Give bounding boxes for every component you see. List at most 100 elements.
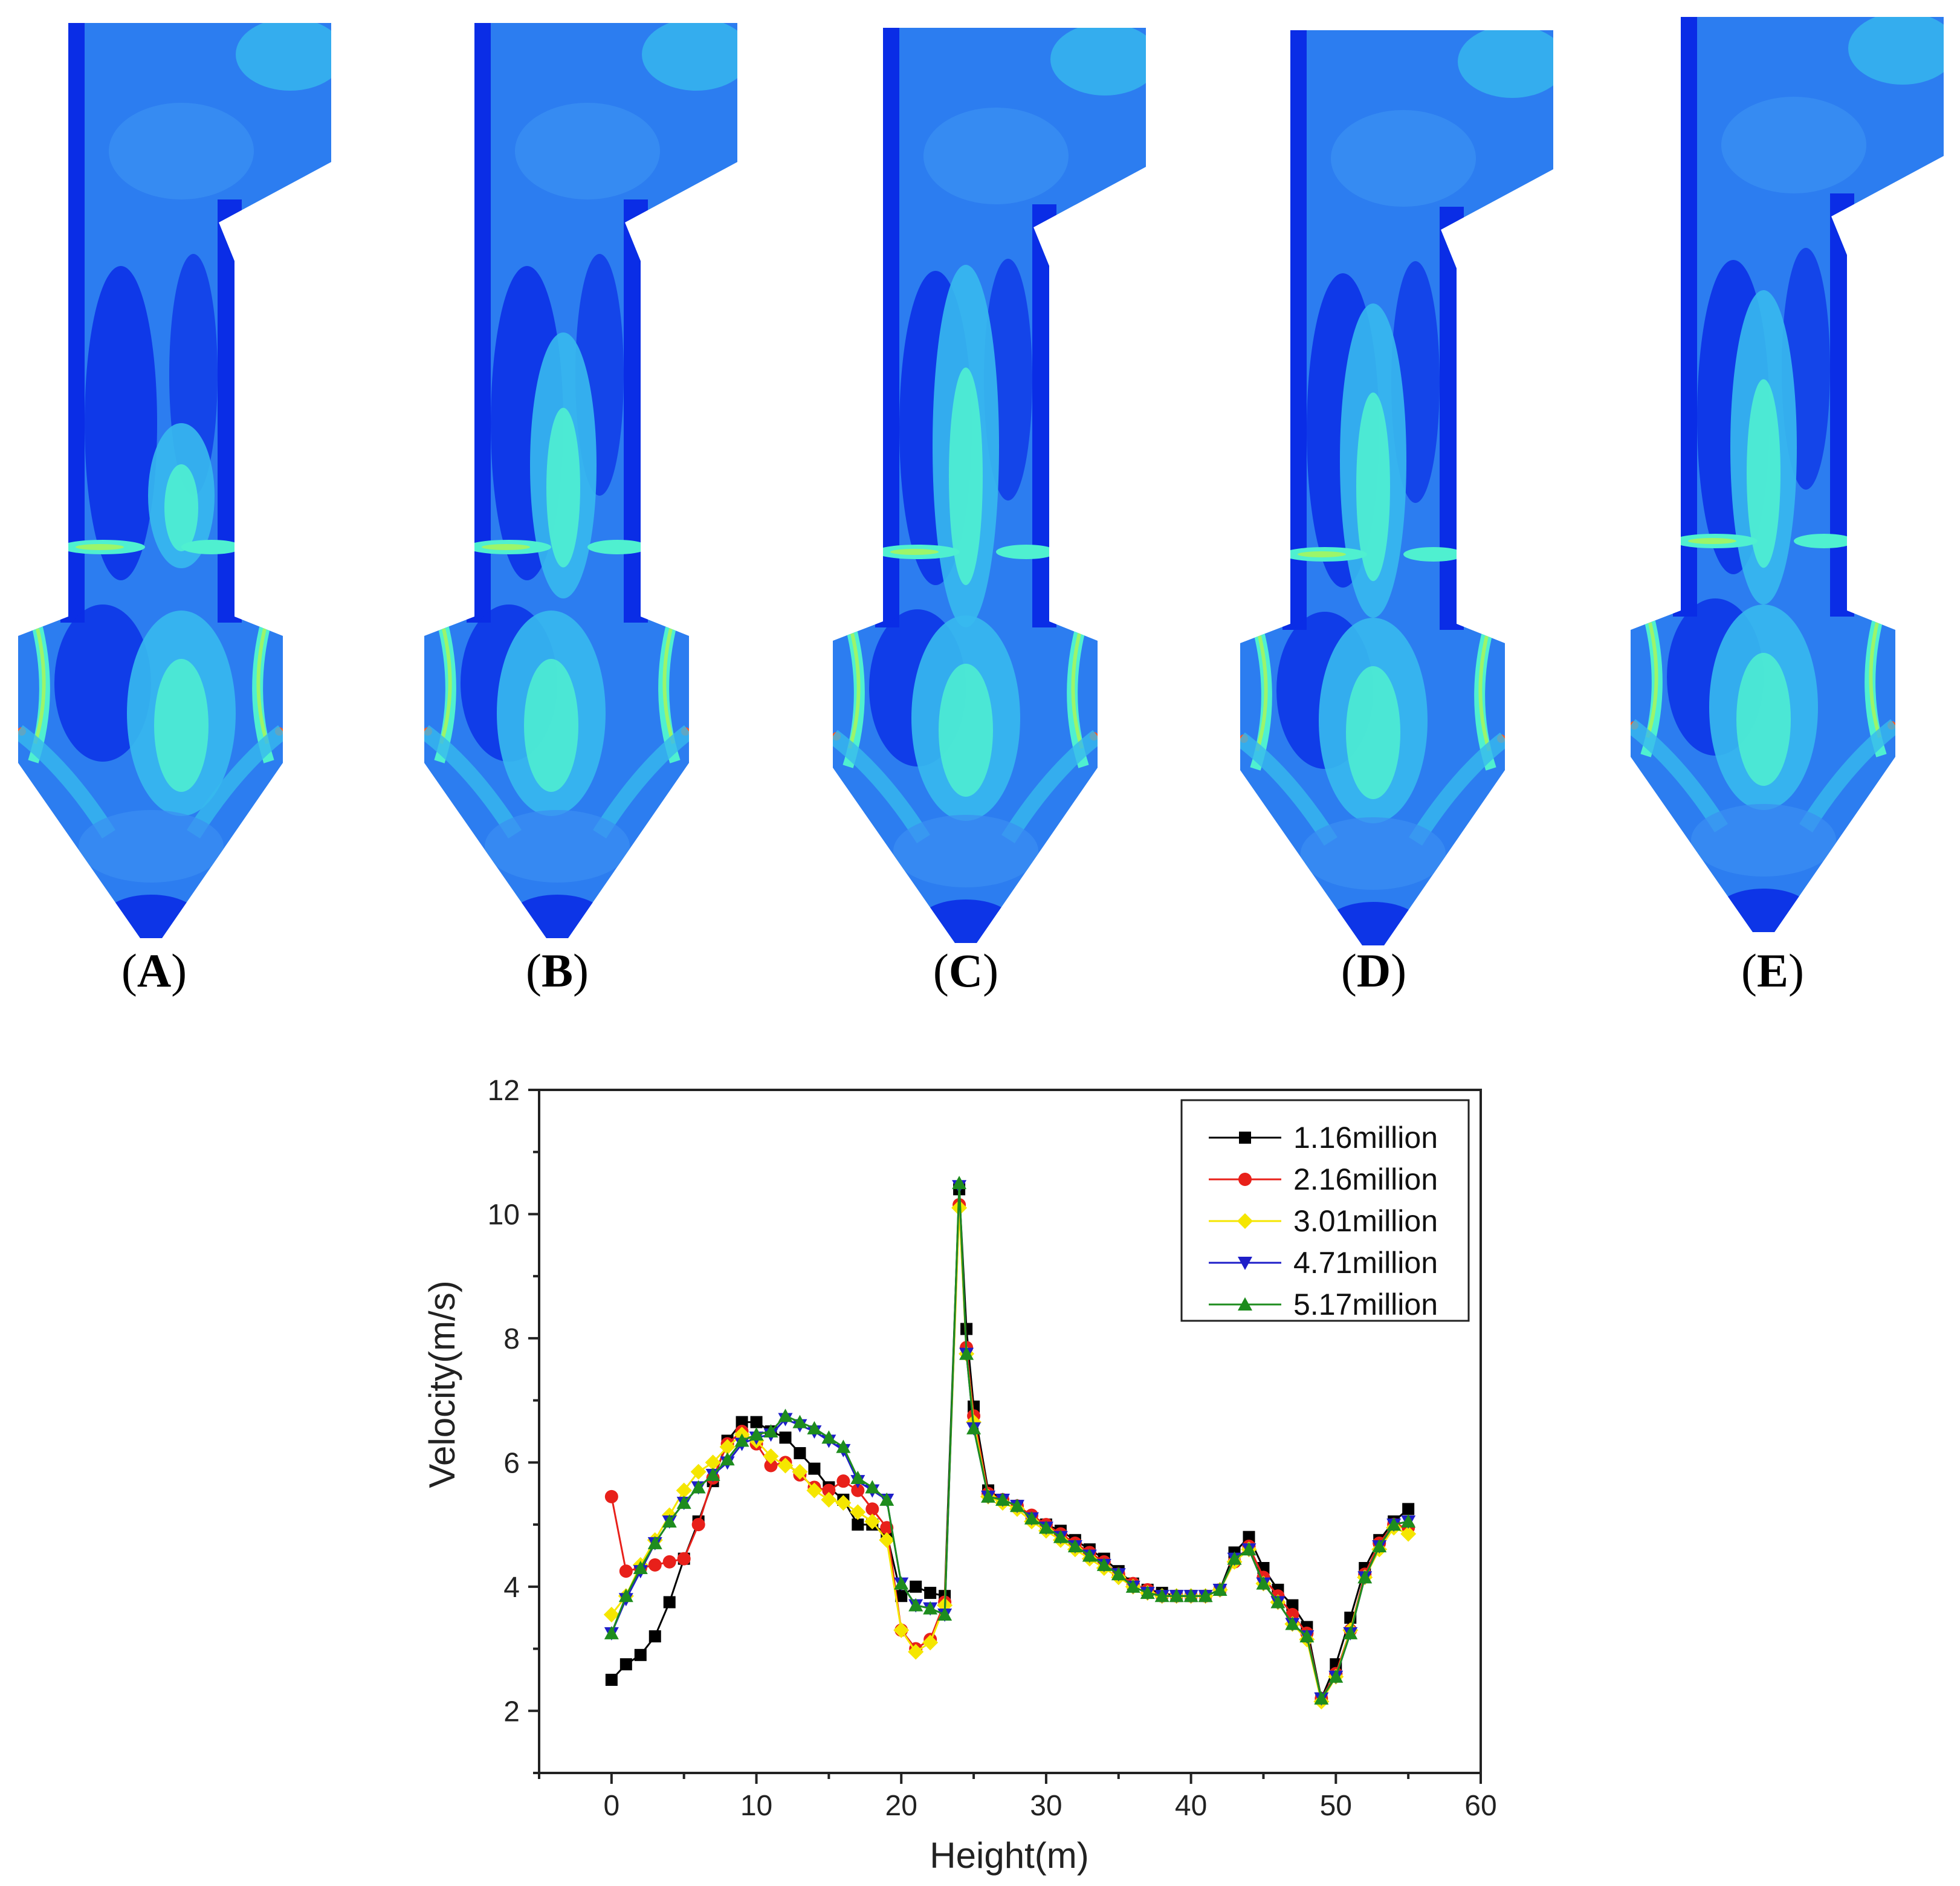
data-point bbox=[937, 1607, 953, 1621]
legend-marker bbox=[1238, 1297, 1252, 1311]
data-point bbox=[603, 1607, 619, 1623]
data-point bbox=[879, 1532, 895, 1548]
data-point bbox=[1096, 1557, 1111, 1571]
y-tick-label: 10 bbox=[488, 1199, 520, 1231]
data-point bbox=[777, 1457, 794, 1474]
legend-marker bbox=[1239, 1132, 1251, 1144]
data-point bbox=[821, 1492, 837, 1508]
data-point bbox=[605, 1673, 618, 1686]
data-point bbox=[1328, 1669, 1344, 1683]
data-point bbox=[1401, 1514, 1416, 1528]
data-point bbox=[662, 1555, 676, 1569]
series-5.17million bbox=[604, 1176, 1416, 1705]
legend-marker bbox=[1238, 1257, 1252, 1270]
contour-panel-a bbox=[18, 23, 331, 938]
data-point bbox=[952, 1176, 967, 1190]
data-point bbox=[1053, 1529, 1068, 1543]
data-point bbox=[1169, 1589, 1184, 1602]
data-point bbox=[690, 1463, 707, 1480]
data-point bbox=[1314, 1691, 1329, 1705]
data-point bbox=[821, 1430, 836, 1444]
y-tick-label: 4 bbox=[503, 1572, 520, 1604]
data-point bbox=[1299, 1629, 1315, 1642]
data-point bbox=[864, 1513, 881, 1529]
data-point bbox=[1285, 1616, 1300, 1630]
data-point bbox=[705, 1467, 720, 1481]
data-point bbox=[850, 1504, 866, 1520]
y-tick-label: 6 bbox=[503, 1447, 520, 1479]
x-tick-label: 10 bbox=[740, 1790, 772, 1822]
panel-label-d: (D) bbox=[1341, 944, 1406, 997]
chart-legend: 1.16million 2.16million 3.01million 4.71mil… bbox=[1180, 1099, 1470, 1322]
data-point bbox=[910, 1580, 922, 1593]
data-point bbox=[959, 1346, 974, 1360]
legend-label: 1.16million bbox=[1293, 1121, 1438, 1155]
data-point bbox=[1256, 1576, 1271, 1590]
x-tick-label: 30 bbox=[1030, 1790, 1062, 1822]
data-point bbox=[779, 1431, 792, 1444]
data-point bbox=[1386, 1517, 1402, 1531]
data-point bbox=[764, 1459, 778, 1473]
data-point bbox=[604, 1489, 618, 1503]
data-point bbox=[734, 1433, 749, 1447]
data-point bbox=[908, 1598, 923, 1612]
data-point bbox=[705, 1454, 721, 1471]
contour-panel-c bbox=[833, 28, 1146, 943]
y-tick-label: 12 bbox=[488, 1075, 520, 1107]
data-point bbox=[676, 1482, 692, 1499]
legend-item: 1.16million bbox=[1209, 1121, 1438, 1155]
x-tick-label: 50 bbox=[1320, 1790, 1352, 1822]
data-point bbox=[822, 1483, 836, 1497]
y-tick-label: 8 bbox=[503, 1323, 520, 1355]
data-point bbox=[1372, 1539, 1387, 1553]
legend-item: 3.01million bbox=[1209, 1204, 1438, 1238]
data-point bbox=[807, 1421, 822, 1434]
data-point bbox=[1241, 1542, 1257, 1556]
data-point bbox=[662, 1514, 677, 1528]
data-point bbox=[792, 1414, 807, 1428]
data-point bbox=[836, 1439, 851, 1453]
data-point bbox=[880, 1521, 894, 1535]
data-point bbox=[1183, 1589, 1198, 1602]
legend-marker bbox=[1238, 1173, 1252, 1186]
velocity-contour-panels bbox=[18, 17, 1944, 945]
data-point bbox=[633, 1561, 648, 1574]
data-point bbox=[647, 1535, 662, 1549]
data-point bbox=[691, 1480, 706, 1494]
data-point bbox=[865, 1480, 880, 1494]
data-point bbox=[1125, 1579, 1140, 1593]
data-point bbox=[1024, 1511, 1039, 1525]
data-point bbox=[966, 1421, 982, 1434]
x-tick-label: 0 bbox=[603, 1790, 619, 1822]
chart-axes: 0 10 20 30 40 50 60 2 4 6 8 10 12 bbox=[488, 1075, 1497, 1822]
data-point bbox=[604, 1625, 619, 1639]
data-point bbox=[806, 1482, 823, 1499]
data-point bbox=[923, 1601, 938, 1615]
panel-label-b: (B) bbox=[526, 944, 589, 997]
data-point bbox=[960, 1323, 973, 1335]
data-point bbox=[879, 1492, 894, 1506]
data-point bbox=[792, 1463, 808, 1480]
data-point bbox=[1343, 1625, 1358, 1639]
data-point bbox=[778, 1408, 793, 1422]
data-point bbox=[1212, 1582, 1227, 1596]
data-point bbox=[763, 1448, 779, 1465]
data-point bbox=[995, 1492, 1011, 1506]
data-point bbox=[1286, 1599, 1299, 1612]
chart-series bbox=[603, 1176, 1417, 1709]
data-point bbox=[1227, 1551, 1242, 1565]
data-point bbox=[619, 1658, 632, 1671]
panel-labels: (A) (B) (C) (D) (E) bbox=[121, 944, 1804, 997]
data-point bbox=[836, 1474, 850, 1488]
data-point bbox=[808, 1462, 821, 1475]
data-point bbox=[851, 1483, 865, 1497]
data-point bbox=[677, 1552, 691, 1566]
data-point bbox=[1154, 1589, 1169, 1602]
data-point bbox=[1270, 1595, 1286, 1609]
data-point bbox=[648, 1630, 661, 1642]
data-point bbox=[1140, 1586, 1155, 1599]
data-point bbox=[908, 1644, 924, 1660]
data-point bbox=[763, 1424, 778, 1437]
